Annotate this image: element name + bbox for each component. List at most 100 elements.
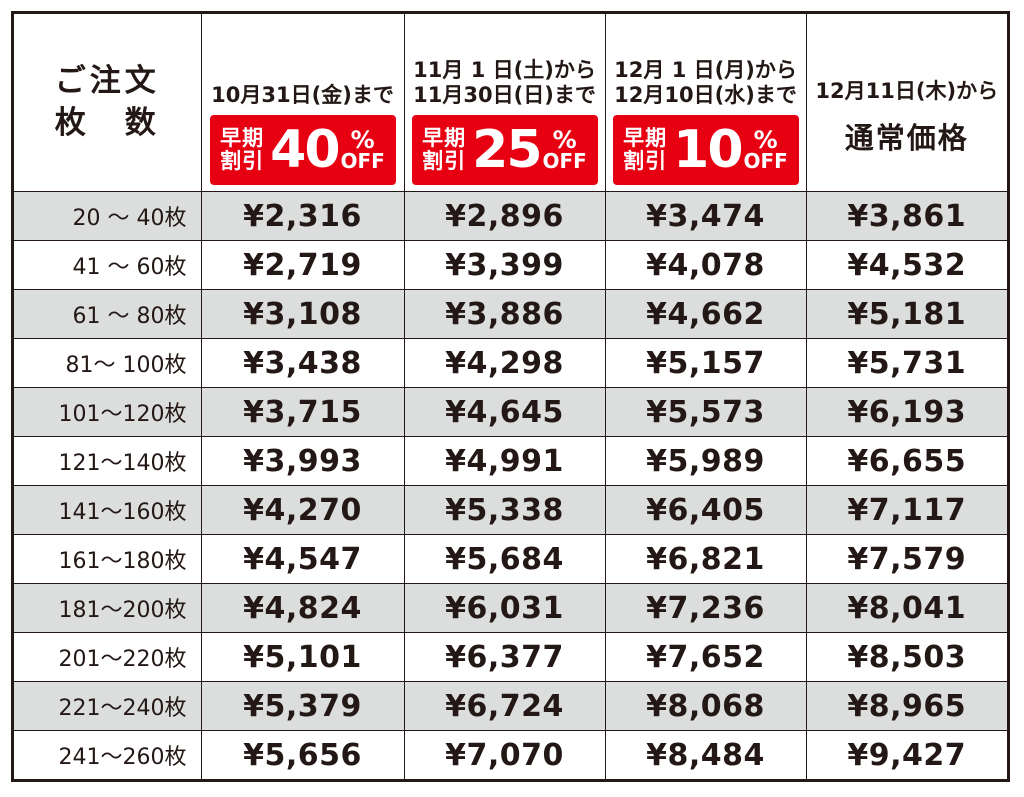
table-row: 101～120枚 ¥3,715 ¥4,645 ¥5,573 ¥6,193: [14, 387, 1007, 437]
table-row: 121～140枚 ¥3,993 ¥4,991 ¥5,989 ¥6,655: [14, 436, 1007, 486]
badge-percent-number: 10: [673, 120, 743, 180]
quantity-range: 101～120枚: [14, 387, 202, 437]
price-cell: ¥4,532: [805, 240, 1007, 290]
quantity-range: 61 ～ 80枚: [14, 289, 202, 339]
price-cell: ¥6,031: [403, 583, 606, 633]
price-cell: ¥4,547: [200, 534, 405, 584]
period-date-line1: 10月31日(金)まで: [211, 83, 394, 108]
price-cell: ¥8,484: [604, 730, 807, 779]
period-date-line1: 12月 1 日(月)から: [614, 57, 797, 82]
header-row: ご注文 枚 数 10月31日(金)まで 早期 割引 40: [14, 14, 1007, 192]
price-cell: ¥2,896: [403, 191, 606, 241]
quantity-range: 241～260枚: [14, 730, 202, 779]
price-cell: ¥8,965: [805, 681, 1007, 731]
price-cell: ¥7,117: [805, 485, 1007, 535]
quantity-range: 141～160枚: [14, 485, 202, 535]
price-cell: ¥6,377: [403, 632, 606, 682]
quantity-header-line2: 枚 数: [54, 104, 160, 141]
badge-percent-sign: %: [350, 126, 375, 155]
early-discount-badge-40: 早期 割引 40 % OFF: [209, 115, 396, 185]
price-cell: ¥5,989: [604, 436, 807, 486]
price-cell: ¥5,338: [403, 485, 606, 535]
price-cell: ¥2,316: [200, 191, 405, 241]
price-cell: ¥5,731: [805, 338, 1007, 388]
price-cell: ¥3,715: [200, 387, 405, 437]
discount-40-header: 10月31日(金)まで 早期 割引 40 % OFF: [200, 14, 405, 192]
quantity-range: 221～240枚: [14, 681, 202, 731]
badge-percent-sign: %: [753, 126, 778, 155]
quantity-range: 201～220枚: [14, 632, 202, 682]
price-cell: ¥5,379: [200, 681, 405, 731]
price-cell: ¥7,070: [403, 730, 606, 779]
price-cell: ¥3,438: [200, 338, 405, 388]
price-cell: ¥8,041: [805, 583, 1007, 633]
price-cell: ¥7,236: [604, 583, 807, 633]
badge-label-line2: 割引: [422, 149, 467, 173]
table-row: 201～220枚 ¥5,101 ¥6,377 ¥7,652 ¥8,503: [14, 632, 1007, 682]
price-cell: ¥6,193: [805, 387, 1007, 437]
table-row: 141～160枚 ¥4,270 ¥5,338 ¥6,405 ¥7,117: [14, 485, 1007, 535]
table-row: 20 ～ 40枚 ¥2,316 ¥2,896 ¥3,474 ¥3,861: [14, 191, 1007, 241]
early-discount-badge-10: 早期 割引 10 % OFF: [612, 115, 799, 185]
price-cell: ¥4,078: [604, 240, 807, 290]
badge-label-line2: 割引: [220, 149, 265, 173]
period-date-line2: 12月10日(水)まで: [614, 83, 797, 108]
price-cell: ¥3,108: [200, 289, 405, 339]
regular-price-header: 12月11日(木)から 通常価格: [805, 14, 1007, 192]
quantity-range: 41 ～ 60枚: [14, 240, 202, 290]
badge-percent-number: 40: [270, 120, 340, 180]
price-rows: 20 ～ 40枚 ¥2,316 ¥2,896 ¥3,474 ¥3,861 41 ～ 60枚…: [14, 191, 1007, 779]
regular-price-title: 通常価格: [844, 121, 969, 155]
early-discount-badge-25: 早期 割引 25 % OFF: [411, 115, 598, 185]
price-cell: ¥8,503: [805, 632, 1007, 682]
period-date-line1: 11月 1 日(土)から: [413, 57, 596, 82]
price-cell: ¥4,824: [200, 583, 405, 633]
badge-label-line1: 早期: [623, 125, 668, 150]
price-cell: ¥3,993: [200, 436, 405, 486]
price-cell: ¥6,821: [604, 534, 807, 584]
quantity-range: 161～180枚: [14, 534, 202, 584]
table-row: 181～200枚 ¥4,824 ¥6,031 ¥7,236 ¥8,041: [14, 583, 1007, 633]
price-cell: ¥5,181: [805, 289, 1007, 339]
price-cell: ¥6,724: [403, 681, 606, 731]
price-cell: ¥6,405: [604, 485, 807, 535]
discount-10-header: 12月 1 日(月)から 12月10日(水)まで 早期 割引 10 % OFF: [604, 14, 807, 192]
badge-percent-sign: %: [552, 126, 577, 155]
price-cell: ¥3,861: [805, 191, 1007, 241]
table-row: 41 ～ 60枚 ¥2,719 ¥3,399 ¥4,078 ¥4,532: [14, 240, 1007, 290]
price-cell: ¥4,991: [403, 436, 606, 486]
price-cell: ¥8,068: [604, 681, 807, 731]
table-row: 61 ～ 80枚 ¥3,108 ¥3,886 ¥4,662 ¥5,181: [14, 289, 1007, 339]
price-table: ご注文 枚 数 10月31日(金)まで 早期 割引 40: [14, 14, 1007, 779]
price-cell: ¥3,474: [604, 191, 807, 241]
price-cell: ¥3,886: [403, 289, 606, 339]
badge-off-label: OFF: [743, 148, 788, 173]
quantity-header: ご注文 枚 数: [14, 14, 202, 192]
table-row: 161～180枚 ¥4,547 ¥5,684 ¥6,821 ¥7,579: [14, 534, 1007, 584]
quantity-range: 20 ～ 40枚: [14, 191, 202, 241]
price-cell: ¥7,579: [805, 534, 1007, 584]
quantity-range: 181～200枚: [14, 583, 202, 633]
price-cell: ¥3,399: [403, 240, 606, 290]
price-cell: ¥2,719: [200, 240, 405, 290]
badge-off-label: OFF: [542, 148, 587, 173]
quantity-range: 81～ 100枚: [14, 338, 202, 388]
table-row: 241～260枚 ¥5,656 ¥7,070 ¥8,484 ¥9,427: [14, 730, 1007, 779]
regular-date-line: 12月11日(木)から: [815, 79, 999, 104]
price-cell: ¥5,101: [200, 632, 405, 682]
price-cell: ¥4,662: [604, 289, 807, 339]
price-cell: ¥6,655: [805, 436, 1007, 486]
price-table-frame: ご注文 枚 数 10月31日(金)まで 早期 割引 40: [11, 11, 1010, 782]
price-cell: ¥5,573: [604, 387, 807, 437]
badge-label-line2: 割引: [623, 149, 668, 173]
quantity-range: 121～140枚: [14, 436, 202, 486]
price-cell: ¥4,645: [403, 387, 606, 437]
price-cell: ¥5,684: [403, 534, 606, 584]
discount-25-header: 11月 1 日(土)から 11月30日(日)まで 早期 割引 25 % OFF: [403, 14, 606, 192]
price-cell: ¥4,298: [403, 338, 606, 388]
table-row: 81～ 100枚 ¥3,438 ¥4,298 ¥5,157 ¥5,731: [14, 338, 1007, 388]
price-cell: ¥7,652: [604, 632, 807, 682]
badge-percent-number: 25: [472, 120, 542, 180]
badge-label-line1: 早期: [422, 125, 467, 150]
price-cell: ¥4,270: [200, 485, 405, 535]
